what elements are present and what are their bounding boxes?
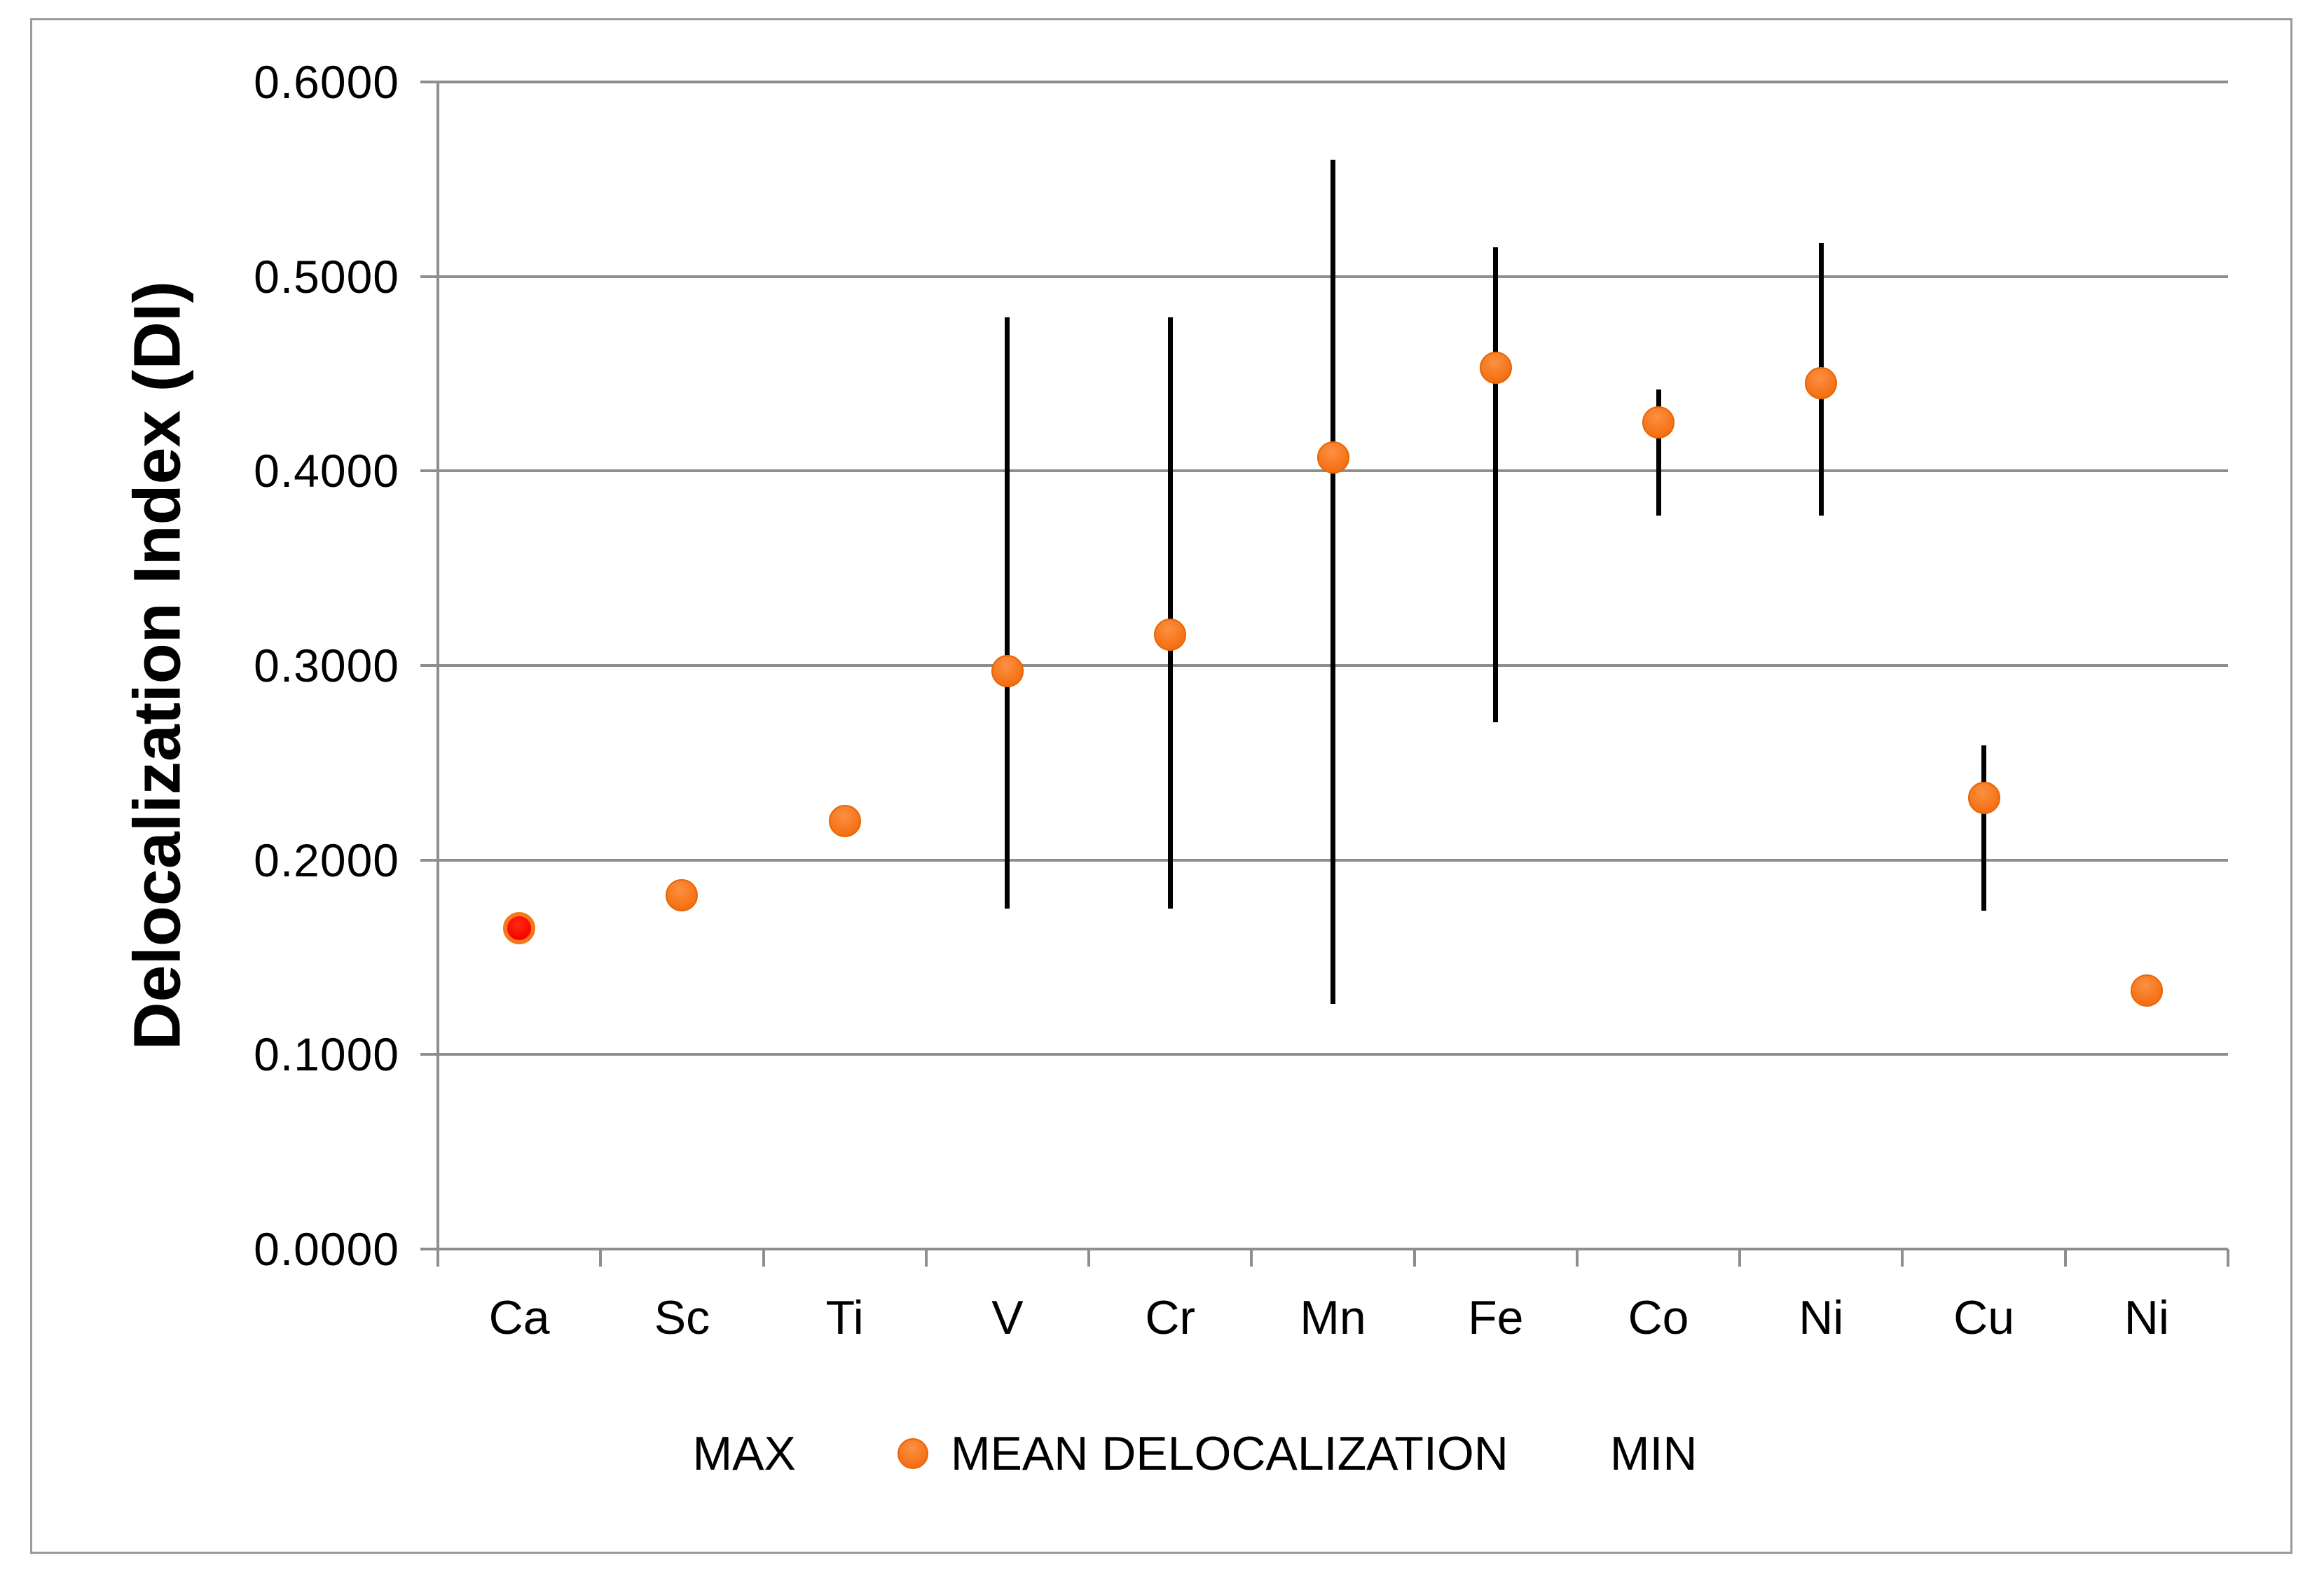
x-axis-tick: [2063, 1249, 2067, 1267]
x-tick-label: Cu: [1953, 1291, 2015, 1344]
mean-point-ca-0: [503, 911, 536, 944]
x-axis-tick: [1738, 1249, 1742, 1267]
y-tick-label: 0.5000: [254, 250, 399, 303]
x-axis-tick: [924, 1249, 928, 1267]
mean-point-mn-5: [1316, 441, 1349, 474]
x-axis-tick: [1412, 1249, 1416, 1267]
y-tick-label: 0.1000: [254, 1028, 399, 1081]
gridline: [420, 664, 2228, 667]
legend: MAX MEAN DELOCALIZATION MIN: [693, 1426, 1698, 1481]
x-axis-tick: [762, 1249, 765, 1267]
gridline: [420, 1053, 2228, 1056]
x-axis-tick: [1250, 1249, 1253, 1267]
x-tick-label: Cr: [1145, 1291, 1196, 1344]
legend-label: MEAN DELOCALIZATION: [950, 1427, 1508, 1480]
error-bar-fe-6: [1493, 247, 1499, 722]
mean-point-v-3: [991, 655, 1024, 688]
y-tick-label: 0.4000: [254, 445, 399, 497]
x-tick-label: Mn: [1300, 1291, 1366, 1344]
legend-label: MIN: [1609, 1427, 1698, 1480]
legend-item-min: MIN: [1610, 1426, 1698, 1481]
mean-point-co-7: [1642, 406, 1675, 439]
x-tick-label: Ni: [2124, 1291, 2169, 1344]
error-bar-mn-5: [1331, 160, 1335, 1005]
error-bar-cu-9: [1981, 745, 1987, 911]
error-bar-cr-4: [1167, 317, 1173, 909]
mean-point-ni-8: [1805, 367, 1838, 400]
x-axis-tick: [1575, 1249, 1579, 1267]
mean-point-fe-6: [1479, 352, 1512, 385]
y-tick-label: 0.2000: [254, 834, 399, 886]
x-tick-label: Ni: [1799, 1291, 1844, 1344]
legend-item-max: MAX: [693, 1426, 796, 1481]
mean-point-ni-10: [2130, 974, 2163, 1007]
legend-label: MAX: [692, 1427, 796, 1480]
y-tick-label: 0.6000: [254, 56, 399, 108]
x-axis-tick: [436, 1249, 439, 1267]
x-tick-label: Co: [1628, 1291, 1689, 1344]
legend-mean-dot-icon: [897, 1438, 928, 1469]
x-axis-tick: [2227, 1249, 2229, 1267]
x-tick-label: Ti: [825, 1291, 864, 1344]
error-bar-v-3: [1005, 317, 1010, 909]
mean-point-sc-1: [666, 878, 699, 911]
mean-point-ti-2: [828, 805, 861, 838]
x-axis-tick: [1087, 1249, 1091, 1267]
mean-point-cu-9: [1967, 781, 2000, 814]
y-tick-label: 0.3000: [254, 640, 399, 691]
x-tick-label: Sc: [654, 1291, 710, 1344]
gridline: [420, 275, 2228, 278]
x-tick-label: Ca: [488, 1291, 550, 1344]
legend-item-mean-delocalization: MEAN DELOCALIZATION: [897, 1426, 1508, 1481]
gridline: [420, 1248, 2228, 1250]
gridline: [420, 858, 2228, 862]
gridline: [420, 81, 2228, 83]
x-tick-label: V: [991, 1291, 1024, 1344]
error-bar-co-7: [1656, 389, 1661, 516]
x-tick-label: Fe: [1468, 1291, 1524, 1344]
mean-point-cr-4: [1154, 618, 1187, 651]
x-axis-tick: [599, 1249, 603, 1267]
x-axis-tick: [1901, 1249, 1904, 1267]
y-axis-line: [436, 82, 439, 1267]
y-tick-label: 0.0000: [254, 1223, 399, 1275]
